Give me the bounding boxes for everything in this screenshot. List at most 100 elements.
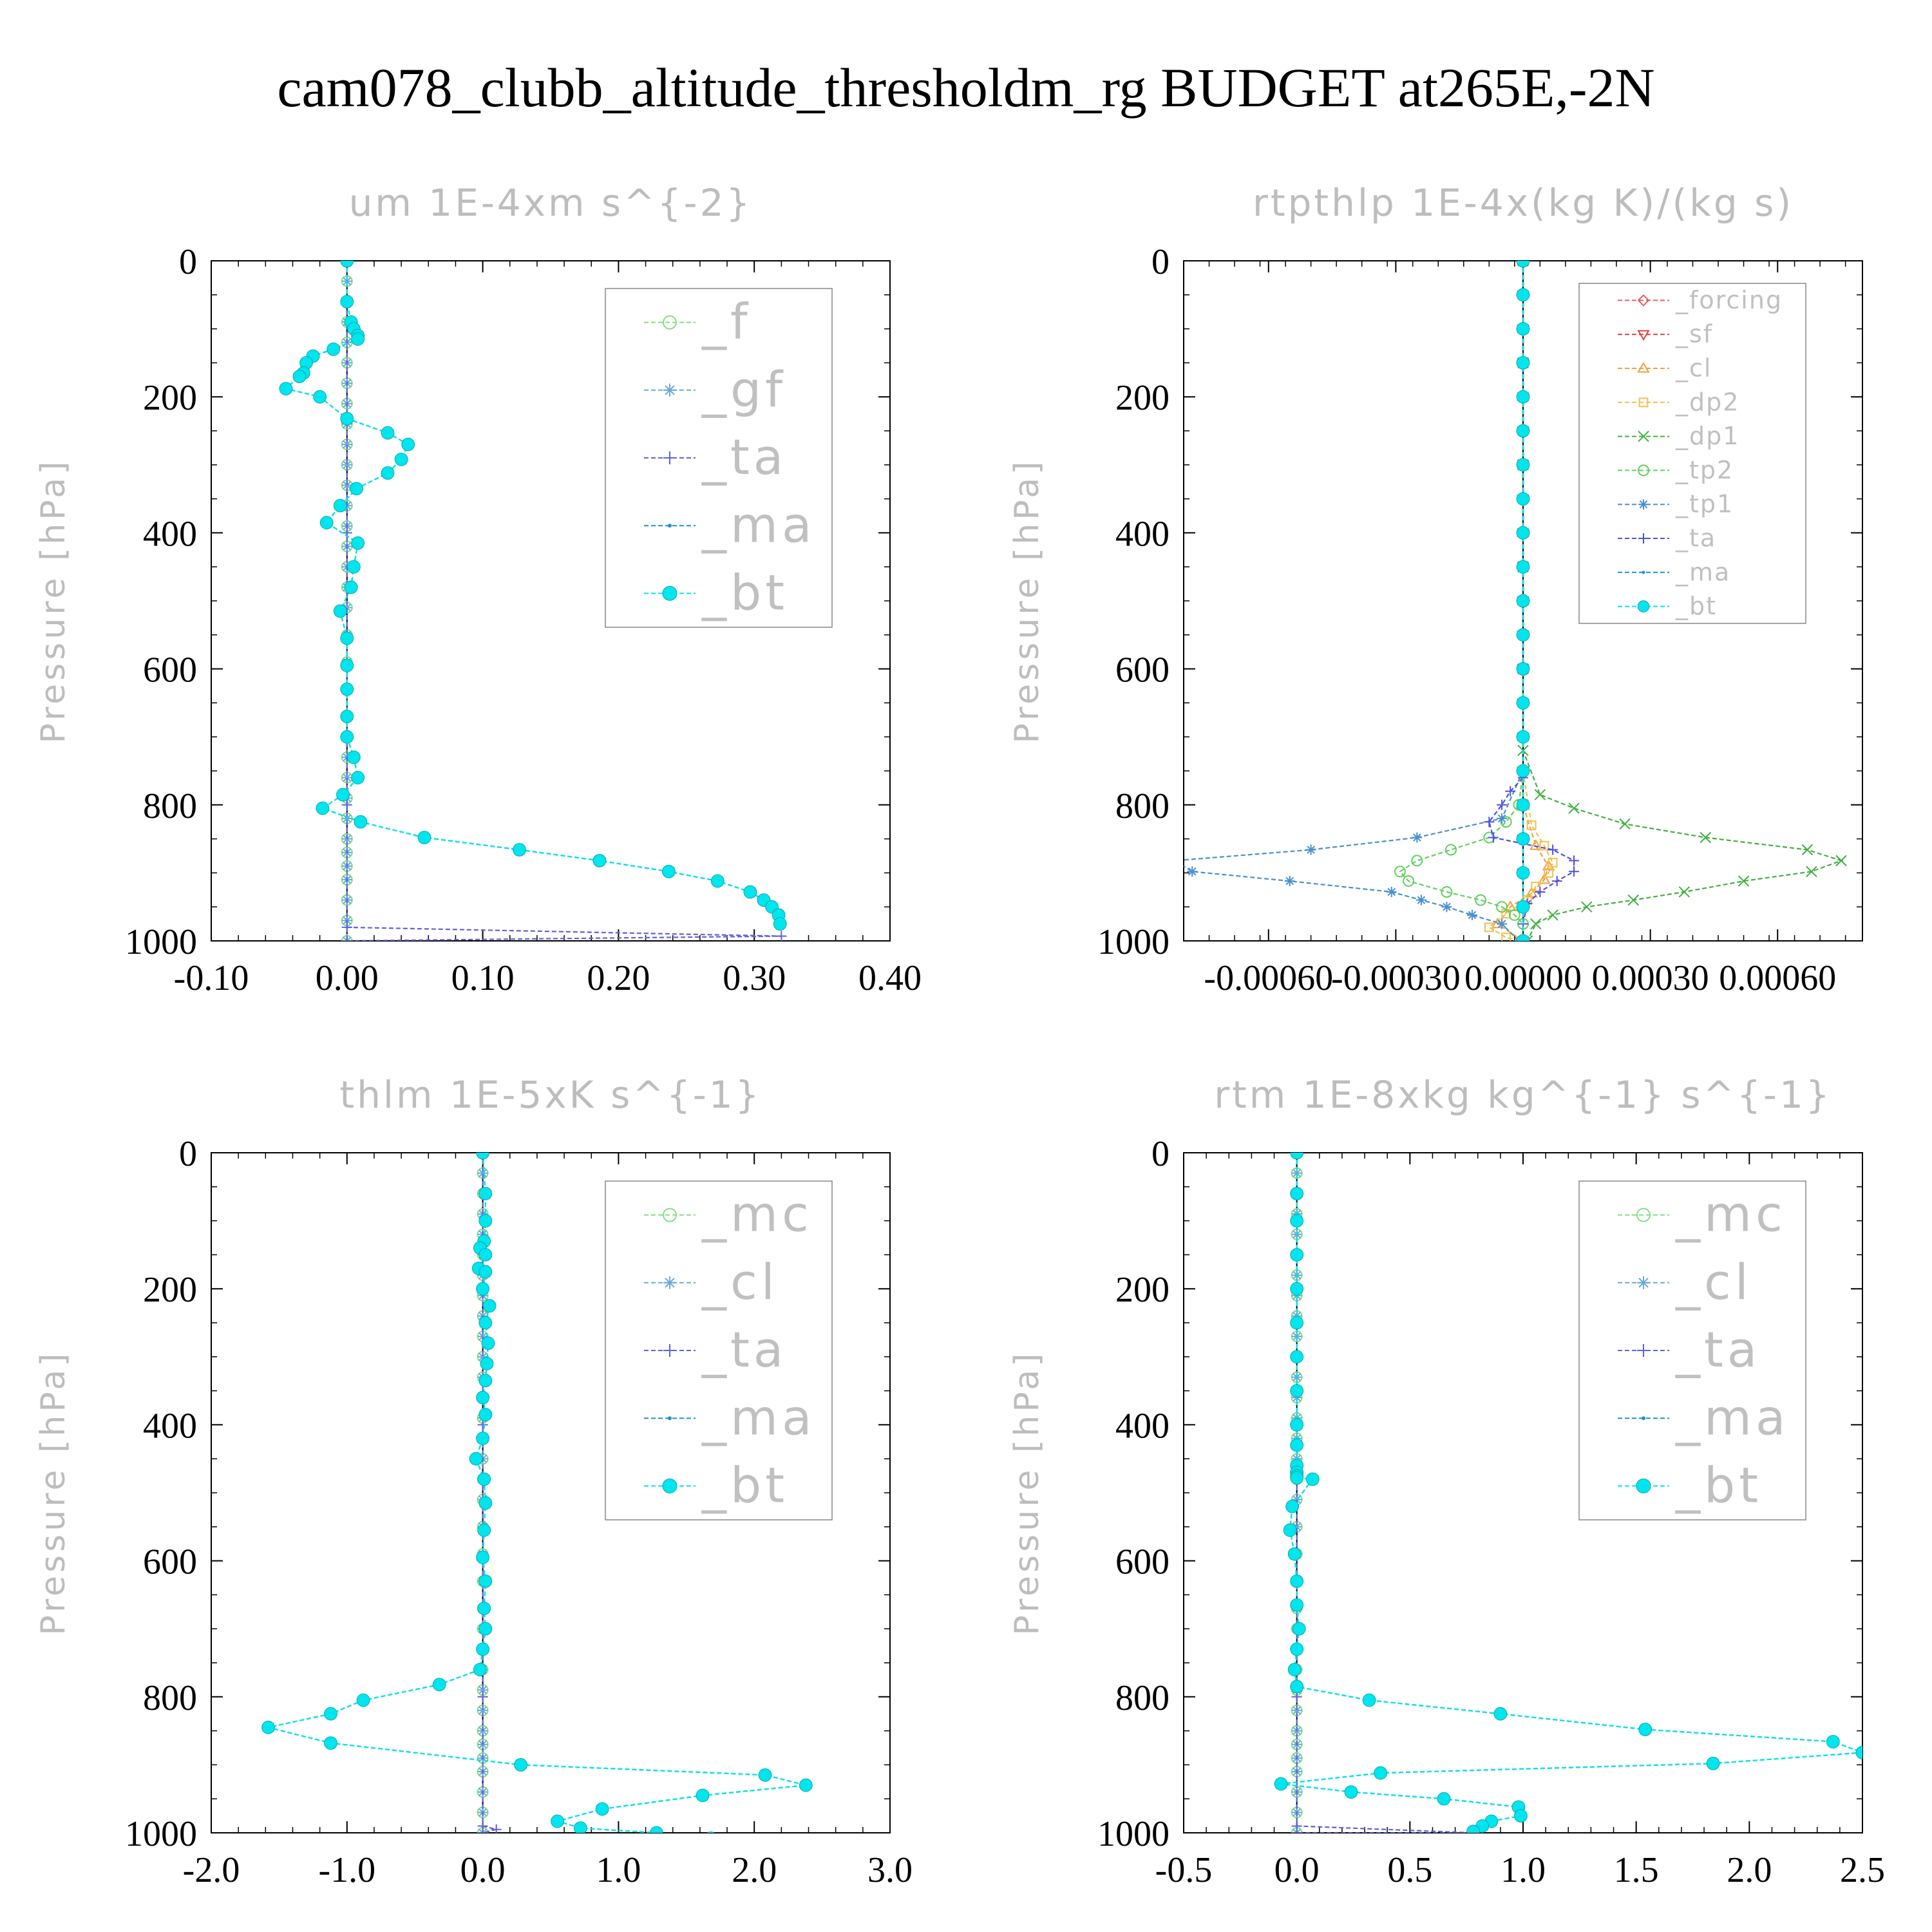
series-line [1184,261,1524,941]
legend-label: _forcing [1675,286,1783,314]
data-point [1516,730,1530,744]
chart-panel-4: rtm 1E-8xkg kg^{-1} s^{-1} Pressure [hPa]… [1008,1073,1885,1890]
data-point [1283,1523,1297,1537]
x-tick-label: 0.40 [858,958,922,998]
data-point [1516,424,1530,438]
legend-label: _ta [1675,524,1716,553]
series-line [1296,1153,1473,1833]
legend-marker [1642,1416,1645,1421]
legend-item: _ma [644,496,812,553]
series-line [1280,1153,1862,1832]
data-point [477,1602,491,1615]
data-point [1516,492,1530,506]
data-point [1801,844,1814,856]
legend-label: _dp2 [1675,388,1739,416]
data-point [333,498,347,513]
data-point [477,1705,488,1716]
legend-item: _mc [644,1186,813,1243]
data-point [340,412,354,426]
data-point [478,1374,493,1388]
data-point [478,1408,493,1421]
data-point [478,1574,493,1588]
data-point [478,1265,493,1279]
y-tick-label: 800 [143,786,197,826]
x-tick-label: 1.0 [1501,1850,1546,1890]
legend: _mc _cl _ta _ma _bt [605,1180,833,1520]
legend-label: _tp2 [1675,456,1734,484]
legend-marker [663,383,676,397]
data-point [710,874,724,888]
legend-label: _mc [701,1186,813,1243]
data-point [1290,1438,1304,1452]
data-point [706,1832,715,1833]
data-point [1508,909,1520,921]
data-point [340,261,354,268]
data-point [1501,933,1511,941]
y-tick-label: 600 [143,1542,197,1582]
chart-panel-2: rtpthlp 1E-4x(kg K)/(kg s) Pressure [hPa]… [1008,181,1863,998]
legend-label: _sf [1675,320,1713,348]
legend-item: _cl [644,1253,779,1311]
data-point [1516,764,1530,778]
data-point [1292,1622,1306,1636]
legend-item: _dp2 [1618,388,1739,416]
panel-title: thlm 1E-5xK s^{-1} [339,1073,761,1117]
data-point [341,799,352,810]
legend-item: _tp2 [1618,456,1734,484]
data-point [1416,895,1426,905]
data-point [1581,901,1593,913]
series-line [268,1153,806,1833]
data-point [1700,831,1711,844]
legend-item: _ma [1618,1388,1786,1446]
data-point [341,772,352,783]
x-tick-label: 0.00060 [1719,958,1836,998]
data-point [1678,886,1690,898]
legend-marker [1638,430,1649,442]
panel-title: rtm 1E-8xkg kg^{-1} s^{-1} [1214,1073,1832,1117]
data-point [1466,909,1477,920]
data-point [1569,855,1580,866]
y-tick-label: 0 [1151,1134,1170,1174]
legend-item: _bt [644,1456,784,1513]
data-point [1291,1705,1302,1716]
series-bt [279,261,787,931]
x-tick-label: 0.30 [723,958,786,998]
data-point [476,1282,489,1296]
legend-item: _forcing [1618,286,1783,314]
legend-marker [1637,1276,1650,1289]
data-point [1548,844,1558,855]
data-point [381,466,395,480]
data-point [1516,628,1530,642]
data-point [341,813,352,824]
x-tick-label: 3.0 [867,1850,913,1890]
data-point [1445,844,1457,856]
x-tick-label: 0.5 [1387,1850,1432,1890]
data-point [340,682,354,696]
y-tick-label: 0 [1151,242,1170,282]
legend-label: _cl [701,1253,779,1311]
data-point [476,1432,489,1445]
legend-label: _f [701,293,752,350]
legend-marker [663,1276,676,1289]
legend-box [1578,1180,1806,1520]
data-point [341,922,352,933]
legend-marker [1638,397,1649,408]
data-point [1291,1828,1302,1833]
y-tick-label: 800 [1115,786,1170,826]
data-point [351,536,365,550]
data-point [592,853,607,867]
data-point [346,560,361,574]
data-point [1539,840,1549,851]
data-point [478,1186,493,1200]
data-point [477,1331,488,1342]
data-point [324,1707,337,1721]
legend-item: _bt [1618,592,1716,620]
data-point [1547,909,1558,921]
data-point [1290,1598,1304,1612]
data-point [1538,873,1551,884]
data-point [477,1168,488,1179]
data-point [758,1768,772,1782]
figure-title: cam078_clubb_altitude_thresholdm_rg BUDG… [277,57,1654,118]
data-point [381,426,395,440]
data-point [1530,839,1542,850]
